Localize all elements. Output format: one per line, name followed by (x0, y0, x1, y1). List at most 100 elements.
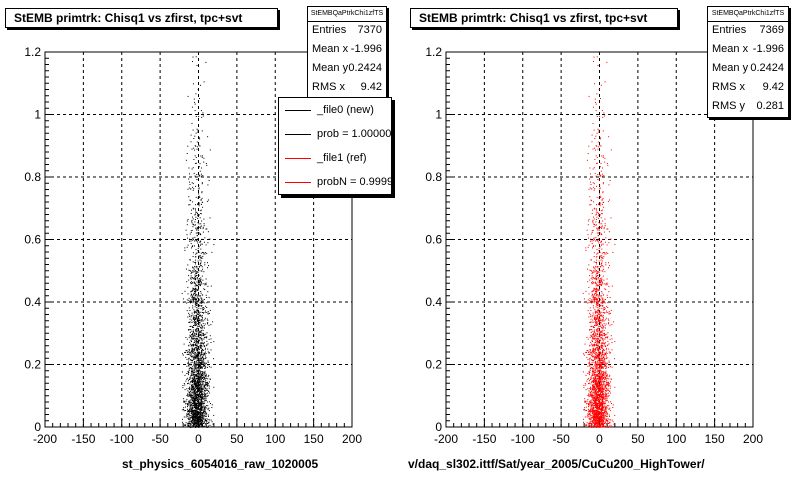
scatter-point (192, 330, 194, 332)
scatter-point (599, 374, 601, 376)
scatter-point (199, 195, 201, 197)
scatter-point (190, 380, 192, 382)
scatter-point (202, 357, 203, 359)
scatter-point (200, 311, 202, 313)
scatter-point (202, 353, 204, 355)
scatter-point (206, 340, 208, 342)
scatter-point (195, 340, 197, 341)
scatter-point (192, 364, 194, 366)
scatter-point (595, 208, 597, 210)
scatter-point (589, 364, 591, 366)
scatter-point (593, 207, 595, 209)
scatter-point (203, 376, 205, 378)
scatter-point (194, 412, 196, 414)
scatter-point (589, 374, 590, 376)
scatter-point (606, 411, 608, 413)
scatter-point (206, 318, 208, 320)
scatter-point (589, 391, 591, 393)
scatter-point (593, 414, 595, 415)
scatter-point (588, 264, 590, 266)
scatter-point (191, 272, 193, 273)
scatter-point (605, 358, 607, 360)
scatter-point (192, 314, 194, 316)
scatter-point (593, 335, 595, 337)
scatter-point (212, 423, 214, 425)
scatter-point (206, 382, 208, 384)
scatter-point (592, 239, 594, 241)
scatter-point (199, 380, 200, 382)
scatter-point (200, 223, 202, 225)
scatter-point (200, 277, 202, 279)
scatter-point (596, 314, 598, 316)
scatter-point (589, 329, 590, 331)
scatter-point (598, 279, 600, 281)
scatter-point (596, 335, 598, 337)
scatter-point (595, 287, 597, 289)
scatter-point (201, 387, 203, 389)
scatter-point (605, 354, 607, 355)
scatter-point (201, 275, 203, 277)
scatter-point (192, 186, 194, 188)
scatter-point (200, 423, 202, 425)
scatter-point (597, 303, 599, 305)
scatter-point (599, 319, 601, 321)
scatter-point (195, 422, 197, 424)
scatter-point (598, 348, 600, 350)
scatter-point (202, 268, 204, 270)
scatter-point (598, 179, 600, 181)
scatter-point (207, 364, 209, 366)
scatter-point (195, 325, 197, 326)
scatter-point (205, 310, 206, 312)
scatter-point (587, 299, 589, 301)
scatter-point (606, 278, 608, 280)
scatter-point (193, 414, 195, 416)
scatter-point (198, 175, 200, 176)
scatter-point (192, 289, 194, 291)
scatter-point (596, 416, 598, 418)
scatter-point (593, 329, 595, 331)
scatter-point (192, 256, 194, 257)
scatter-point (188, 368, 190, 370)
scatter-point (594, 404, 595, 406)
scatter-point (601, 270, 603, 272)
scatter-point (201, 420, 203, 422)
scatter-point (600, 233, 602, 235)
scatter-point (184, 374, 186, 376)
scatter-point (189, 381, 191, 383)
scatter-point (197, 408, 199, 410)
scatter-point (198, 394, 200, 395)
scatter-point (184, 425, 186, 426)
scatter-point (195, 270, 196, 272)
scatter-point (194, 401, 196, 403)
scatter-point (201, 412, 202, 414)
scatter-point (596, 270, 597, 272)
scatter-point (196, 411, 198, 413)
scatter-point (191, 123, 193, 124)
scatter-point (194, 320, 195, 322)
scatter-point (601, 209, 603, 211)
scatter-point (197, 394, 199, 395)
scatter-point (194, 265, 196, 267)
scatter-point (198, 298, 200, 300)
scatter-point (599, 364, 601, 366)
scatter-point (610, 238, 612, 240)
scatter-point (600, 398, 601, 400)
scatter-point (204, 372, 206, 373)
scatter-point (197, 353, 199, 355)
scatter-point (602, 414, 604, 416)
scatter-point (596, 316, 598, 318)
scatter-point (605, 372, 607, 373)
scatter-point (192, 56, 194, 58)
scatter-point (603, 329, 605, 331)
scatter-point (185, 350, 187, 352)
scatter-point (600, 241, 602, 243)
scatter-point (196, 141, 198, 143)
scatter-point (201, 312, 203, 313)
scatter-point (205, 423, 206, 425)
scatter-point (598, 389, 599, 391)
scatter-point (192, 357, 194, 359)
scatter-point (200, 283, 202, 285)
scatter-point (188, 204, 190, 206)
scatter-point (192, 368, 194, 370)
scatter-point (199, 398, 200, 400)
